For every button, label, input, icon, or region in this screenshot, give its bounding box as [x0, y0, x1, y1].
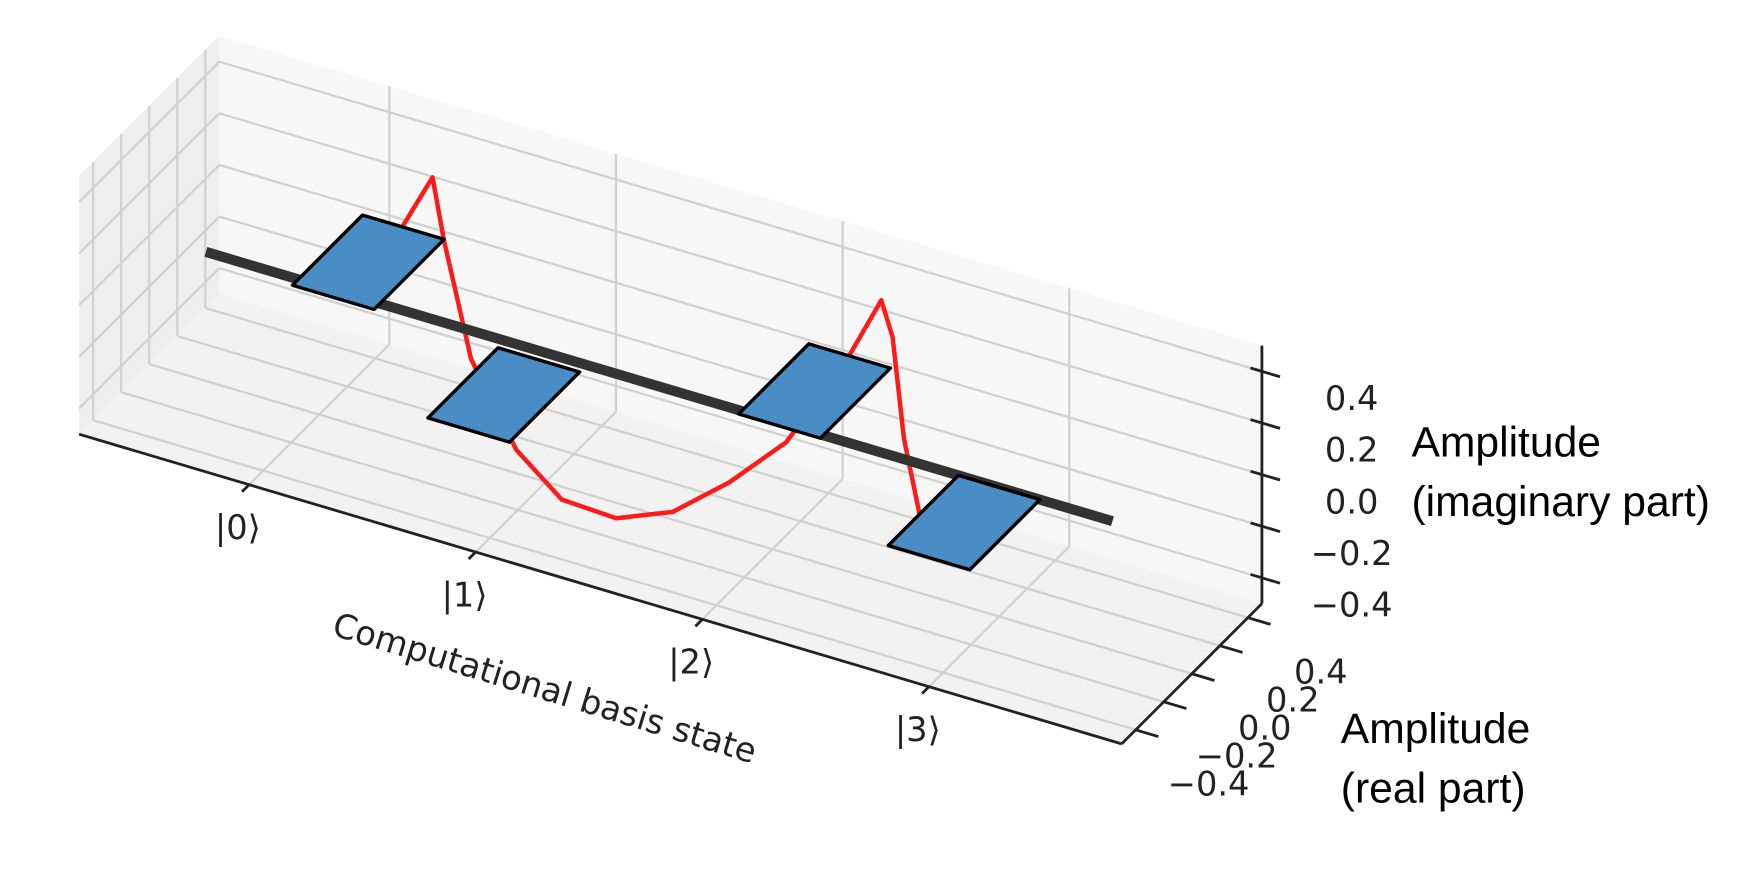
y-tick-label: −0.2: [1196, 736, 1278, 775]
z-tick-label: 0.0: [1325, 482, 1379, 521]
z-tick-label: −0.2: [1311, 534, 1393, 573]
amplitude-tile: [737, 342, 893, 440]
grid-line: [78, 112, 221, 255]
x-tick-label: |3⟩: [895, 710, 941, 749]
amplitude-tile: [426, 346, 582, 444]
z-tick: [1250, 521, 1281, 533]
x-tick-label: |0⟩: [215, 508, 261, 547]
grid-line: [78, 60, 221, 203]
x-tick: [467, 551, 477, 561]
grid-line: [92, 419, 1137, 731]
x-axis: [78, 432, 1123, 746]
y-tick-label: 0.4: [1294, 652, 1348, 691]
y-tick-label: 0.0: [1238, 708, 1292, 747]
grid-line: [78, 215, 221, 358]
y-tick-label: 0.2: [1266, 680, 1320, 719]
grid-line: [219, 267, 1263, 579]
z-tick: [1250, 469, 1281, 482]
y-tick: [1247, 616, 1271, 626]
grid-line: [219, 163, 1263, 476]
y-tick: [1135, 728, 1159, 738]
z-tick-label: −0.4: [1311, 586, 1393, 625]
x-tick: [241, 483, 251, 493]
grid-line: [148, 363, 1193, 675]
grid-line: [78, 164, 221, 306]
y-axis-label: Amplitude: [1341, 705, 1531, 753]
x-tick: [694, 618, 704, 628]
x-tick-label: |2⟩: [668, 643, 714, 682]
grid-line: [205, 306, 1249, 619]
x-tick-label: |1⟩: [442, 575, 488, 614]
z-tick-label: 0.2: [1325, 431, 1379, 470]
z-tick: [1250, 418, 1281, 430]
z-tick-label: 0.4: [1325, 379, 1379, 418]
z-axis-label: Amplitude: [1411, 419, 1601, 467]
y-tick: [1191, 672, 1215, 682]
z-tick: [1250, 573, 1281, 585]
x-tick: [921, 685, 931, 695]
z-axis-label: (imaginary part): [1411, 478, 1709, 526]
grid-line: [219, 60, 1263, 373]
x-axis-label: Computational basis state: [328, 605, 761, 771]
y-tick: [1163, 700, 1187, 710]
amplitude-curve: [385, 175, 923, 521]
y-tick-label: −0.4: [1168, 764, 1250, 803]
plot: |0⟩|1⟩|2⟩|3⟩−0.4−0.20.00.20.4−0.4−0.20.0…: [78, 35, 1710, 812]
grid-line: [120, 391, 1165, 703]
z-tick: [1250, 366, 1281, 379]
amplitude-tile: [886, 473, 1042, 572]
amplitude-tile: [290, 213, 446, 312]
grid-line: [78, 267, 221, 410]
grid-line: [176, 334, 1221, 647]
grid-line: [219, 112, 1263, 425]
y-axis-label: (real part): [1341, 764, 1526, 812]
y-tick: [1219, 644, 1243, 654]
